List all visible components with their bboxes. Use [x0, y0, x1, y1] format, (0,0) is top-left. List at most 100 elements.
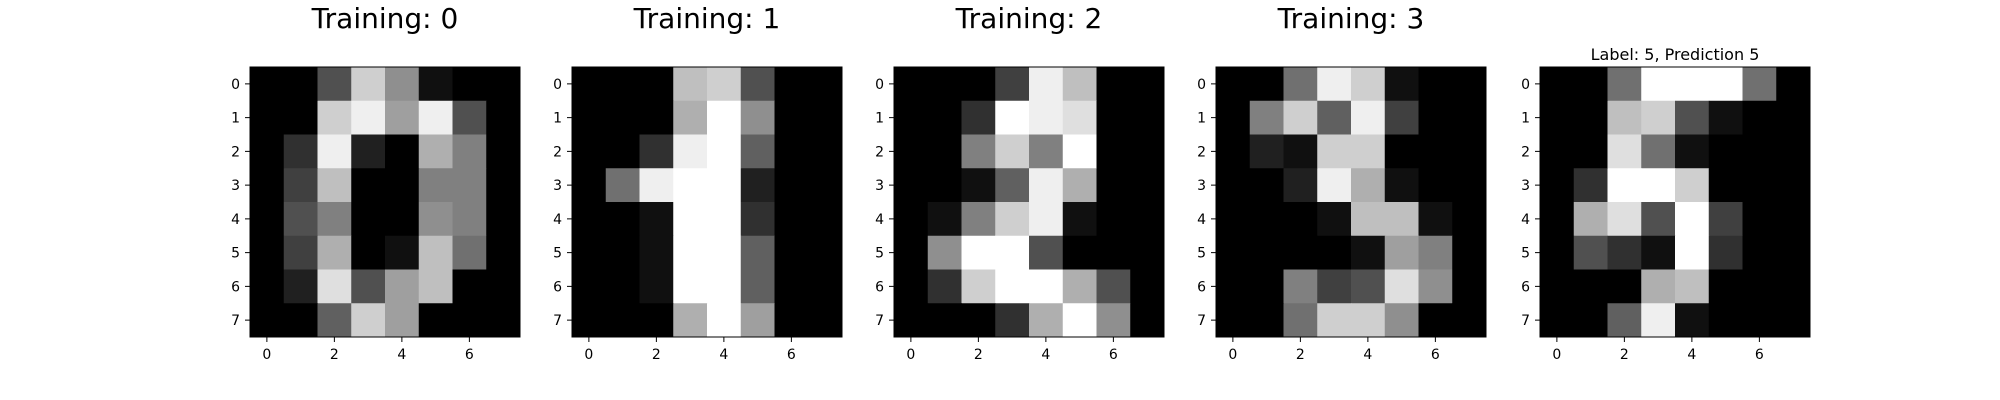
pixel-cell — [283, 100, 318, 135]
pixel-cell — [1130, 100, 1165, 135]
pixel-cell — [894, 303, 929, 338]
pixel-cell — [1607, 235, 1642, 270]
axes-frame — [1539, 66, 1811, 338]
pixel-cell — [317, 202, 352, 237]
y-tick-label: 5 — [1197, 246, 1206, 262]
pixel-cell — [1708, 269, 1743, 304]
pixel-cell — [250, 202, 285, 237]
pixel-cell — [707, 168, 742, 203]
pixel-cell — [1130, 303, 1165, 338]
pixel-cell — [250, 67, 285, 102]
pixel-cell — [894, 168, 929, 203]
pixel-cell — [1283, 168, 1318, 203]
pixel-cell — [808, 269, 843, 304]
pixel-cell — [418, 100, 453, 135]
pixel-cell — [673, 67, 708, 102]
pixel-cell — [283, 235, 318, 270]
pixel-cell — [1249, 134, 1284, 169]
pixel-cell — [1062, 269, 1097, 304]
pixel-cell — [995, 269, 1030, 304]
pixel-cell — [995, 67, 1030, 102]
y-tick-label: 4 — [553, 212, 562, 228]
pixel-cell — [1249, 235, 1284, 270]
pixel-cell — [927, 168, 962, 203]
pixel-cell — [605, 235, 640, 270]
pixel-cell — [1708, 303, 1743, 338]
pixel-cell — [961, 202, 996, 237]
pixel-cell — [808, 303, 843, 338]
pixel-cell — [1675, 67, 1710, 102]
pixel-cell — [1283, 303, 1318, 338]
pixel-cell — [1130, 235, 1165, 270]
pixel-cell — [1573, 269, 1608, 304]
pixel-cell — [283, 134, 318, 169]
pixel-cell — [1641, 134, 1676, 169]
pixel-cell — [1418, 269, 1453, 304]
pixel-cell — [1384, 202, 1419, 237]
y-tick-label: 2 — [1521, 144, 1530, 160]
pixel-cell — [283, 168, 318, 203]
pixel-cell — [1317, 100, 1352, 135]
pixel-cell — [1452, 67, 1487, 102]
pixel-cell — [740, 67, 775, 102]
pixel-cell — [572, 134, 607, 169]
pixel-cell — [1675, 168, 1710, 203]
y-tick-label: 7 — [231, 313, 240, 329]
pixel-cell — [486, 269, 521, 304]
pixel-cell — [1249, 67, 1284, 102]
pixel-cell — [1029, 67, 1064, 102]
y-tick-label: 4 — [875, 212, 884, 228]
y-tick-label: 4 — [1521, 212, 1530, 228]
y-tick-label: 2 — [875, 144, 884, 160]
pixel-cell — [927, 269, 962, 304]
pixel-cell — [707, 269, 742, 304]
pixel-cell — [1742, 235, 1777, 270]
digit-panel-3: Training: 3 0 1 2 3 4 5 6 7 0 2 4 6 — [1197, 2, 1487, 363]
pixel-cell — [1029, 134, 1064, 169]
y-tick-label: 4 — [231, 212, 240, 228]
y-tick-label: 6 — [553, 279, 562, 295]
pixel-cell — [1540, 303, 1575, 338]
pixel-cell — [894, 67, 929, 102]
pixel-cell — [452, 100, 487, 135]
pixel-cell — [774, 235, 809, 270]
pixel-cell — [1418, 235, 1453, 270]
pixel-cell — [961, 134, 996, 169]
pixel-cell — [740, 134, 775, 169]
pixel-cell — [673, 134, 708, 169]
pixel-cell — [673, 235, 708, 270]
pixel-cell — [1351, 168, 1386, 203]
pixel-cell — [351, 134, 386, 169]
pixel-cell — [1062, 168, 1097, 203]
pixel-cell — [452, 235, 487, 270]
digit-panel-4: Label: 5, Prediction 5 0 1 2 3 4 5 6 7 0 2 4 6 — [1521, 45, 1811, 363]
pixel-cell — [1283, 269, 1318, 304]
pixel-cell — [1452, 269, 1487, 304]
pixel-cell — [1384, 67, 1419, 102]
pixel-cell — [961, 168, 996, 203]
y-tick-label: 2 — [231, 144, 240, 160]
pixel-cell — [1776, 134, 1811, 169]
pixel-cell — [572, 303, 607, 338]
pixel-cell — [572, 202, 607, 237]
pixel-cell — [385, 168, 420, 203]
pixel-cell — [418, 303, 453, 338]
pixel-cell — [385, 100, 420, 135]
pixel-cell — [1029, 168, 1064, 203]
pixel-cell — [1317, 134, 1352, 169]
pixel-cell — [605, 134, 640, 169]
pixel-cell — [1029, 303, 1064, 338]
pixel-cell — [418, 67, 453, 102]
pixel-cell — [995, 235, 1030, 270]
pixel-cell — [385, 202, 420, 237]
pixel-cell — [707, 100, 742, 135]
pixel-cell — [1641, 269, 1676, 304]
y-tick-label: 3 — [231, 178, 240, 194]
pixel-cell — [1708, 67, 1743, 102]
y-tick-label: 0 — [231, 77, 240, 93]
pixel-cell — [961, 303, 996, 338]
pixel-cell — [351, 235, 386, 270]
x-tick-label: 4 — [1363, 347, 1372, 363]
pixel-cell — [418, 269, 453, 304]
pixel-cell — [1573, 303, 1608, 338]
